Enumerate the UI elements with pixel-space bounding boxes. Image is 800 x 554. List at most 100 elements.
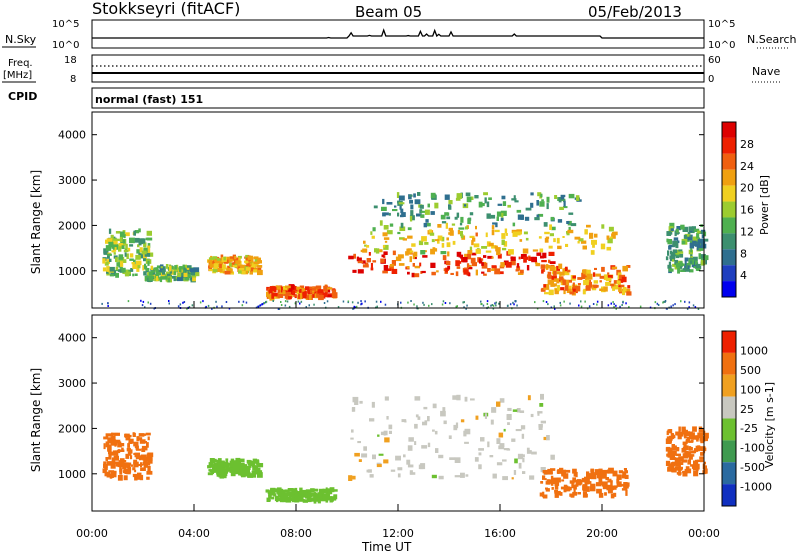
power-cell bbox=[129, 258, 134, 261]
power-cell bbox=[259, 304, 262, 307]
velocity-cell bbox=[275, 488, 278, 493]
velocity-cell bbox=[111, 457, 116, 463]
power-cell bbox=[536, 200, 539, 206]
power-cell bbox=[487, 255, 493, 259]
power-cell bbox=[389, 223, 394, 227]
velocity-cell bbox=[212, 460, 215, 464]
power-cell bbox=[372, 227, 376, 232]
power-cell bbox=[567, 229, 574, 234]
velocity-cell bbox=[498, 432, 504, 438]
power-cell bbox=[606, 235, 610, 240]
velocity-cell bbox=[542, 475, 546, 480]
power-cell bbox=[584, 300, 586, 303]
power-cell bbox=[502, 201, 507, 206]
velocity-cell bbox=[313, 498, 317, 504]
colorbar-swatch bbox=[722, 185, 736, 202]
power-cell bbox=[684, 260, 687, 266]
power-cell bbox=[682, 268, 688, 271]
velocity-cell bbox=[114, 450, 120, 454]
power-cell bbox=[451, 223, 456, 226]
power-cell bbox=[168, 265, 172, 272]
power-cell bbox=[495, 222, 498, 228]
power-cell bbox=[599, 275, 605, 279]
power-cell bbox=[115, 266, 119, 270]
power-cell bbox=[545, 265, 551, 269]
power-cell bbox=[360, 249, 365, 253]
velocity-cell bbox=[612, 470, 618, 477]
power-cell bbox=[675, 255, 680, 259]
velocity-cell bbox=[585, 493, 588, 498]
velocity-cell bbox=[377, 434, 380, 437]
power-cell bbox=[536, 214, 540, 218]
velocity-cell bbox=[135, 454, 138, 458]
power-cell bbox=[245, 301, 248, 304]
velocity-cell bbox=[223, 472, 228, 477]
power-cell bbox=[392, 250, 396, 256]
power-cell bbox=[468, 272, 471, 277]
power-cell bbox=[445, 267, 448, 273]
power-cell bbox=[431, 303, 433, 306]
power-cell bbox=[230, 264, 233, 268]
power-cell bbox=[584, 229, 588, 235]
velocity-cell bbox=[682, 470, 688, 477]
power-cell bbox=[594, 233, 598, 238]
power-cell bbox=[383, 212, 389, 216]
velocity-cell bbox=[526, 447, 530, 454]
power-cell bbox=[120, 239, 126, 244]
power-cell bbox=[441, 236, 445, 242]
power-cell bbox=[566, 221, 570, 224]
power-cell bbox=[199, 301, 202, 304]
power-cell bbox=[481, 203, 485, 207]
power-cell bbox=[466, 263, 470, 269]
velocity-cell bbox=[673, 451, 677, 456]
velocity-cell bbox=[147, 466, 151, 472]
power-cell bbox=[445, 261, 451, 266]
colorbar-swatch bbox=[722, 201, 736, 218]
power-cell bbox=[456, 212, 460, 218]
velocity-cell bbox=[554, 489, 558, 493]
velocity-cell bbox=[602, 473, 607, 479]
velocity-cell bbox=[699, 438, 706, 442]
velocity-cell bbox=[299, 491, 304, 498]
power-cell bbox=[444, 212, 449, 216]
velocity-cell bbox=[478, 452, 482, 456]
power-cell bbox=[431, 271, 436, 276]
power-cell bbox=[582, 289, 586, 295]
power-cell bbox=[442, 255, 447, 261]
velocity-cell bbox=[563, 488, 567, 493]
power-cell bbox=[113, 255, 118, 259]
power-cell bbox=[392, 209, 398, 212]
power-cell bbox=[485, 250, 492, 253]
power-cell bbox=[133, 230, 136, 236]
power-cell bbox=[607, 274, 613, 279]
power-cell bbox=[505, 261, 512, 268]
power-cell bbox=[556, 265, 560, 271]
power-cell bbox=[318, 295, 324, 301]
power-cell bbox=[530, 202, 534, 208]
freq-tick-top: 18 bbox=[64, 55, 77, 66]
velocity-cell bbox=[676, 471, 682, 475]
power-cell bbox=[479, 258, 484, 261]
power-cell bbox=[626, 291, 632, 296]
velocity-cell bbox=[689, 432, 695, 439]
freq-unit-label: [MHz] bbox=[3, 70, 32, 81]
velocity-cell bbox=[253, 459, 257, 464]
power-cell bbox=[611, 232, 617, 235]
velocity-cell bbox=[397, 473, 401, 478]
power-cell bbox=[536, 252, 542, 256]
power-cell bbox=[481, 246, 488, 249]
power-cell bbox=[184, 277, 190, 281]
velocity-cell bbox=[588, 473, 594, 479]
power-cell bbox=[550, 283, 555, 287]
power-cell bbox=[380, 300, 382, 303]
power-cell bbox=[302, 291, 307, 296]
velocity-cell bbox=[464, 441, 469, 444]
power-cell bbox=[586, 273, 593, 280]
velocity-cell bbox=[292, 488, 297, 494]
velocity-cell bbox=[380, 431, 386, 436]
power-cell bbox=[585, 277, 587, 280]
velocity-cell bbox=[487, 441, 490, 448]
power-cell bbox=[361, 302, 363, 305]
power-cell bbox=[391, 260, 396, 266]
velocity-cell bbox=[554, 481, 560, 486]
